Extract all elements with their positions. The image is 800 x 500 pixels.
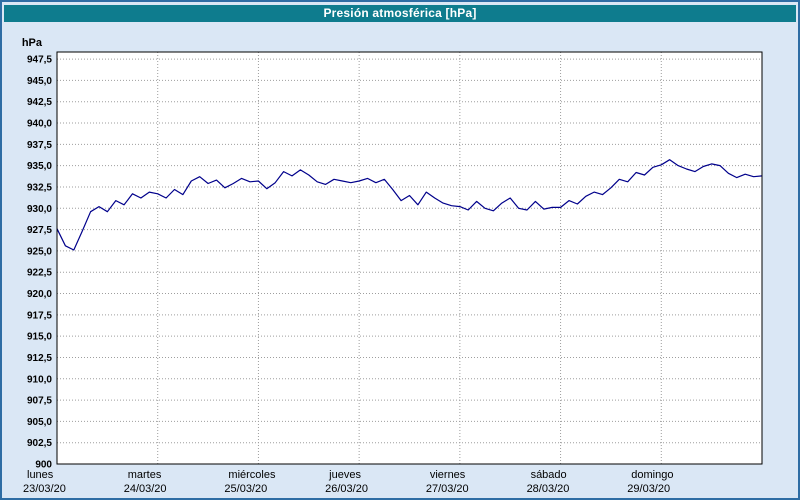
y-tick-label: 905,0 <box>27 417 52 428</box>
x-day-label: sábado <box>531 469 567 481</box>
x-date-label: 28/03/20 <box>527 483 570 495</box>
plot-background <box>57 52 762 464</box>
y-tick-label: 940,0 <box>27 119 52 130</box>
x-date-label: 27/03/20 <box>426 483 469 495</box>
window-title: Presión atmosférica [hPa] <box>4 5 796 22</box>
y-tick-label: 942,5 <box>27 97 52 108</box>
x-day-label: jueves <box>328 469 361 481</box>
y-tick-label: 930,0 <box>27 204 52 215</box>
pressure-line <box>56 159 763 251</box>
y-tick-label: 900 <box>35 460 52 471</box>
x-date-label: 26/03/20 <box>325 483 368 495</box>
plot-frame <box>56 51 763 465</box>
y-tick-label: 935,0 <box>27 161 52 172</box>
y-tick-label: 945,0 <box>27 76 52 87</box>
y-tick-label: 907,5 <box>27 396 52 407</box>
x-day-label: domingo <box>631 469 673 481</box>
y-tick-label: 910,0 <box>27 374 52 385</box>
y-tick-label: 912,5 <box>27 353 52 364</box>
x-day-label: viernes <box>430 469 466 481</box>
y-tick-label: 925,0 <box>27 246 52 257</box>
x-day-label: miércoles <box>228 469 276 481</box>
y-tick-label: 927,5 <box>27 225 52 236</box>
y-tick-label: 915,0 <box>27 332 52 343</box>
x-date-label: 29/03/20 <box>627 483 670 495</box>
y-tick-label: 932,5 <box>27 182 52 193</box>
y-tick-label: 920,0 <box>27 289 52 300</box>
x-day-label: martes <box>128 469 162 481</box>
y-tick-label: 937,5 <box>27 140 52 151</box>
y-tick-label: 917,5 <box>27 310 52 321</box>
y-tick-label: 902,5 <box>27 438 52 449</box>
x-day-label: lunes <box>27 469 54 481</box>
x-date-label: 25/03/20 <box>224 483 267 495</box>
y-tick-label: 922,5 <box>27 268 52 279</box>
x-date-label: 23/03/20 <box>23 483 66 495</box>
x-date-label: 24/03/20 <box>124 483 167 495</box>
y-axis-unit-label: hPa <box>22 37 43 49</box>
y-tick-label: 947,5 <box>27 55 52 66</box>
